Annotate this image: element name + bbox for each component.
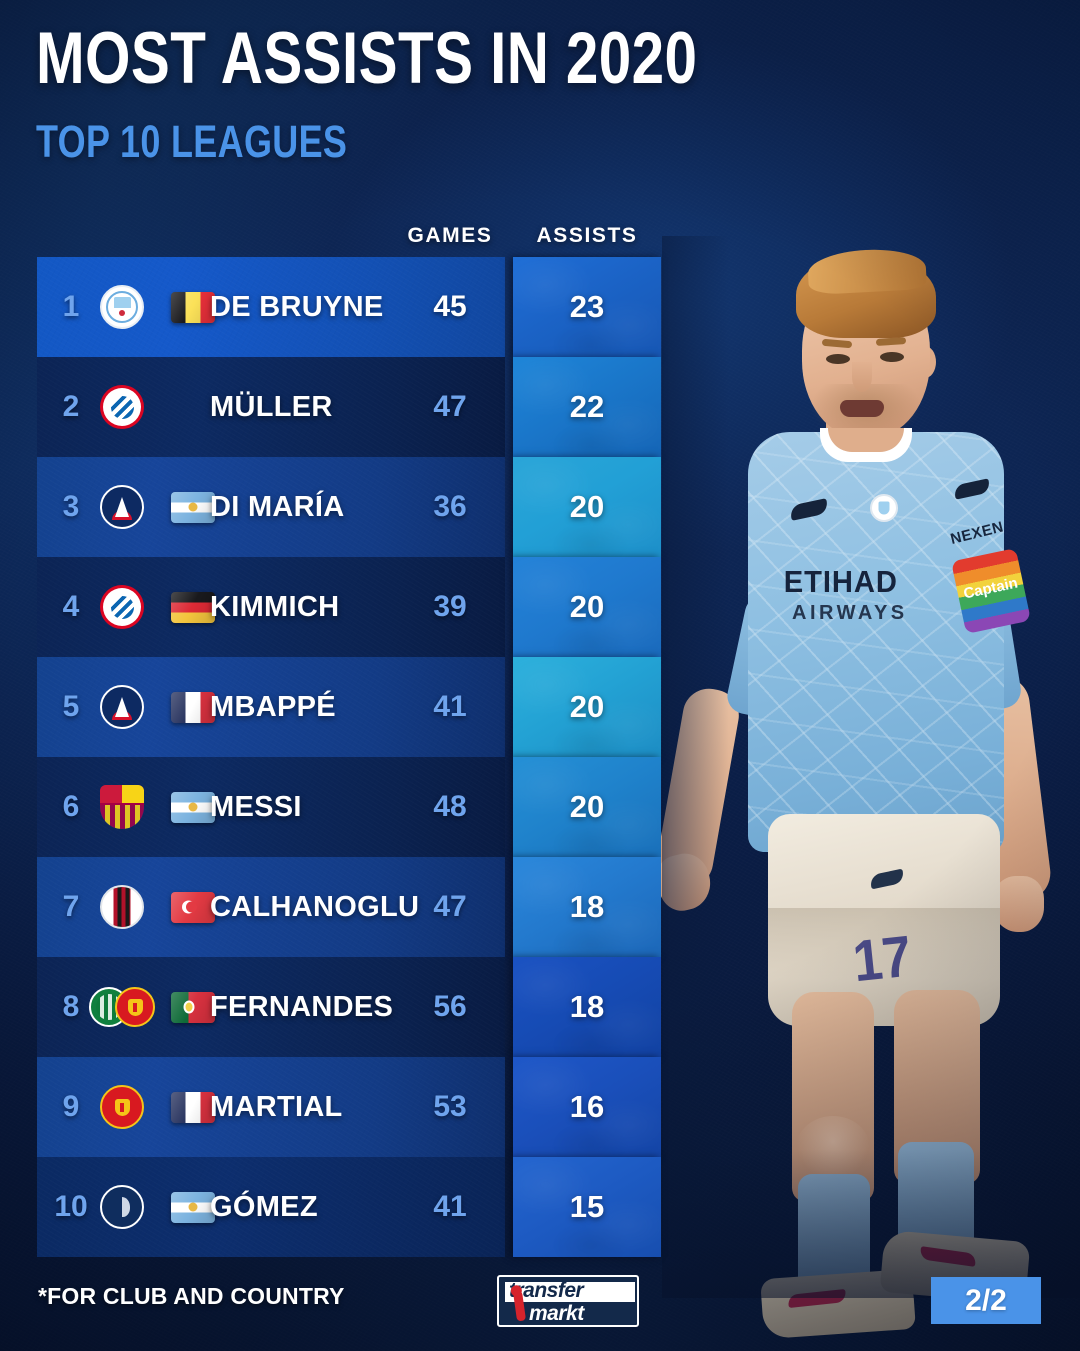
assists-value: 23	[569, 289, 605, 324]
club-crest-ac-milan-icon	[80, 857, 164, 957]
table-row[interactable]: 2 MÜLLER 47 22	[0, 357, 700, 457]
footnote: *FOR CLUB AND COUNTRY	[38, 1283, 345, 1309]
assists-value: 22	[569, 389, 605, 424]
club-crest-sporting-manutd-icon	[80, 957, 164, 1057]
player-name: MÜLLER	[210, 390, 333, 423]
club-crest-bayern-munich-icon	[80, 357, 164, 457]
rank-number: 6	[62, 790, 80, 823]
games-value: 47	[433, 390, 467, 423]
table-row[interactable]: 10 GÓMEZ 41 15	[0, 1157, 700, 1257]
page-indicator: 2/2	[931, 1277, 1041, 1324]
country-flag-turkey-icon	[158, 857, 228, 957]
assists-panel	[513, 857, 661, 957]
country-flag-france-icon	[158, 657, 228, 757]
player-name: GÓMEZ	[210, 1190, 318, 1223]
table-row[interactable]: 9 MARTIAL 53 16	[0, 1057, 700, 1157]
games-value: 56	[433, 990, 467, 1023]
rank-number: 5	[62, 690, 80, 723]
table-row[interactable]: 3 DI MARÍA 36 20	[0, 457, 700, 557]
country-flag-belgium-icon	[158, 257, 228, 357]
rank-number: 3	[62, 490, 80, 523]
player-name: DI MARÍA	[210, 490, 345, 523]
table-row[interactable]: 1 DE BRUYNE 45 23	[0, 257, 700, 357]
page-subtitle: TOP 10 LEAGUES	[36, 115, 348, 167]
table-row[interactable]: 5 MBAPPÉ 41 20	[0, 657, 700, 757]
player-name: DE BRUYNE	[210, 290, 384, 323]
rank-number: 10	[54, 1190, 88, 1223]
assists-panel	[513, 657, 661, 757]
games-value: 48	[433, 790, 467, 823]
games-value: 41	[433, 1190, 467, 1223]
country-flag-germany-icon	[158, 557, 228, 657]
club-crest-manchester-united-icon	[80, 1057, 164, 1157]
assists-panel	[513, 457, 661, 557]
rank-number: 2	[62, 390, 80, 423]
column-header-assists: ASSISTS	[536, 224, 638, 247]
club-crest-atalanta-icon	[80, 1157, 164, 1257]
country-flag-argentina-icon	[158, 757, 228, 857]
ranking-table: 1 DE BRUYNE 45 23 2 MÜLLER 47 22 3	[0, 257, 700, 1257]
player-name: MBAPPÉ	[210, 690, 336, 723]
table-row[interactable]: 6 MESSI 48 20	[0, 757, 700, 857]
assists-panel	[513, 1057, 661, 1157]
games-value: 53	[433, 1090, 467, 1123]
assists-panel	[513, 957, 661, 1057]
logo-white-band	[505, 1282, 635, 1302]
club-crest-psg-icon	[80, 657, 164, 757]
assists-value: 18	[569, 889, 605, 924]
assists-panel	[513, 557, 661, 657]
assists-value: 16	[569, 1089, 605, 1124]
rank-number: 9	[62, 1090, 80, 1123]
player-name: MARTIAL	[210, 1090, 343, 1123]
table-row[interactable]: 8 FERNANDES 56 18	[0, 957, 700, 1057]
logo-text-markt: markt	[529, 1302, 584, 1325]
assists-value: 20	[569, 689, 605, 724]
rank-number: 7	[62, 890, 80, 923]
page-title: MOST ASSISTS IN 2020	[36, 18, 698, 99]
player-name: CALHANOGLU	[210, 890, 420, 923]
assists-panel	[513, 257, 661, 357]
assists-value: 20	[569, 789, 605, 824]
rank-number: 4	[62, 590, 80, 623]
club-crest-manchester-city-icon	[80, 257, 164, 357]
player-name: MESSI	[210, 790, 302, 823]
games-value: 36	[433, 490, 467, 523]
assists-value: 18	[569, 989, 605, 1024]
games-value: 45	[433, 290, 467, 323]
rank-number: 1	[62, 290, 80, 323]
club-crest-bayern-munich-icon	[80, 557, 164, 657]
assists-value: 15	[569, 1189, 605, 1224]
table-row[interactable]: 7 CALHANOGLU 47 18	[0, 857, 700, 957]
club-crest-psg-icon	[80, 457, 164, 557]
player-name: KIMMICH	[210, 590, 340, 623]
games-value: 41	[433, 690, 467, 723]
club-crest-barcelona-icon	[80, 757, 164, 857]
header: MOST ASSISTS IN 2020 TOP 10 LEAGUES	[36, 18, 896, 167]
row-band	[37, 557, 505, 657]
country-flag-argentina-icon	[158, 1157, 228, 1257]
games-value: 39	[433, 590, 467, 623]
player-name: FERNANDES	[210, 990, 394, 1023]
column-headers: GAMES ASSISTS	[0, 224, 1080, 254]
assists-panel	[513, 757, 661, 857]
logo-text-transfer: transfer	[509, 1279, 584, 1302]
transfermarkt-logo[interactable]: transfer markt	[497, 1275, 639, 1327]
country-flag-portugal-icon	[158, 957, 228, 1057]
assists-panel	[513, 357, 661, 457]
rank-number: 8	[62, 990, 80, 1023]
column-header-games: GAMES	[407, 224, 493, 247]
assists-panel	[513, 1157, 661, 1257]
country-flag-france-icon	[158, 1057, 228, 1157]
games-value: 47	[433, 890, 467, 923]
table-row[interactable]: 4 KIMMICH 39 20	[0, 557, 700, 657]
assists-value: 20	[569, 589, 605, 624]
country-flag-argentina-icon	[158, 457, 228, 557]
assists-value: 20	[569, 489, 605, 524]
